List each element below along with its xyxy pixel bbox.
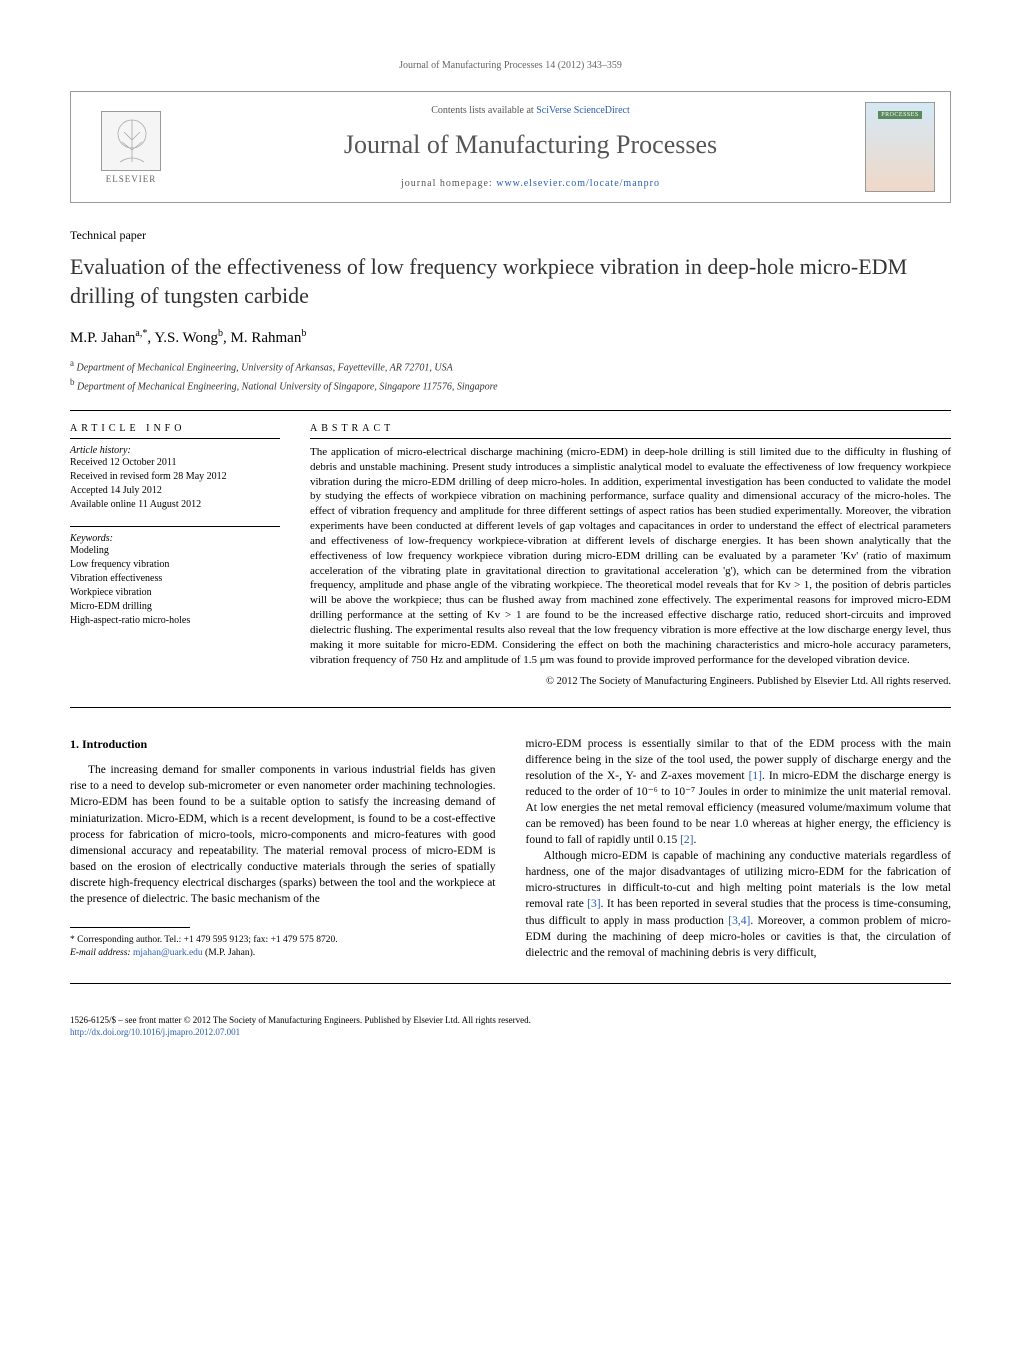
column-right: micro-EDM process is essentially similar… — [526, 736, 952, 961]
article-info-block: article info Article history: Received 1… — [70, 423, 280, 687]
elsevier-name: ELSEVIER — [106, 174, 157, 184]
footer-block: 1526-6125/$ – see front matter © 2012 Th… — [70, 1014, 951, 1039]
elsevier-logo: ELSEVIER — [86, 102, 176, 192]
affiliation-a-text: Department of Mechanical Engineering, Un… — [77, 363, 453, 374]
corresponding-author-footnote: * Corresponding author. Tel.: +1 479 595… — [70, 934, 496, 961]
affiliation-a: a Department of Mechanical Engineering, … — [70, 357, 951, 375]
history-accepted: Accepted 14 July 2012 — [70, 484, 280, 498]
page-container: Journal of Manufacturing Processes 14 (2… — [0, 0, 1021, 1079]
section-heading: Introduction — [82, 737, 147, 751]
intro-paragraph-1-cont: micro-EDM process is essentially similar… — [526, 736, 952, 849]
intro-paragraph-1: The increasing demand for smaller compon… — [70, 762, 496, 907]
journal-homepage-line: journal homepage: www.elsevier.com/locat… — [196, 178, 865, 189]
author-1-affil: a,* — [135, 328, 147, 339]
keywords-label: Keywords: — [70, 526, 280, 544]
author-2-affil: b — [218, 328, 223, 339]
author-2: Y.S. Wong — [154, 330, 218, 346]
contents-available-line: Contents lists available at SciVerse Sci… — [196, 105, 865, 116]
ref-link-1[interactable]: [1] — [749, 770, 762, 782]
journal-homepage-link[interactable]: www.elsevier.com/locate/manpro — [496, 178, 660, 189]
history-received: Received 12 October 2011 — [70, 456, 280, 470]
issn-line: 1526-6125/$ – see front matter © 2012 Th… — [70, 1014, 951, 1027]
sciencedirect-link[interactable]: SciVerse ScienceDirect — [536, 105, 630, 116]
elsevier-tree-icon — [101, 111, 161, 171]
keyword-2: Vibration effectiveness — [70, 572, 280, 586]
affiliations: a Department of Mechanical Engineering, … — [70, 357, 951, 394]
intro-paragraph-2: Although micro-EDM is capable of machini… — [526, 848, 952, 961]
abstract-copyright: © 2012 The Society of Manufacturing Engi… — [310, 676, 951, 687]
history-revised: Received in revised form 28 May 2012 — [70, 470, 280, 484]
author-list: M.P. Jahana,*, Y.S. Wongb, M. Rahmanb — [70, 328, 951, 347]
paper-type: Technical paper — [70, 228, 951, 243]
contents-prefix: Contents lists available at — [431, 105, 536, 116]
homepage-prefix: journal homepage: — [401, 178, 496, 189]
author-3-affil: b — [301, 328, 306, 339]
doi-link[interactable]: http://dx.doi.org/10.1016/j.jmapro.2012.… — [70, 1027, 240, 1037]
footnote-separator — [70, 927, 190, 928]
keyword-4: Micro-EDM drilling — [70, 600, 280, 614]
section-1-title: 1. Introduction — [70, 736, 496, 753]
paper-title: Evaluation of the effectiveness of low f… — [70, 253, 951, 310]
affiliation-b: b Department of Mechanical Engineering, … — [70, 376, 951, 394]
corr-email-line: E-mail address: mjahan@uark.edu (M.P. Ja… — [70, 947, 496, 960]
affiliation-b-text: Department of Mechanical Engineering, Na… — [77, 381, 498, 392]
ref-link-2[interactable]: [2] — [680, 834, 693, 846]
ref-link-3[interactable]: [3] — [587, 898, 600, 910]
journal-title: Journal of Manufacturing Processes — [196, 130, 865, 160]
keyword-1: Low frequency vibration — [70, 558, 280, 572]
ref-link-34[interactable]: [3,4] — [728, 915, 750, 927]
keyword-3: Workpiece vibration — [70, 586, 280, 600]
abstract-heading: abstract — [310, 423, 951, 439]
keyword-5: High-aspect-ratio micro-holes — [70, 614, 280, 628]
masthead-center: Contents lists available at SciVerse Sci… — [196, 105, 865, 189]
keyword-0: Modeling — [70, 544, 280, 558]
section-number: 1. — [70, 737, 79, 751]
abstract-block: abstract The application of micro-electr… — [310, 423, 951, 687]
abstract-text: The application of micro-electrical disc… — [310, 445, 951, 668]
info-abstract-row: article info Article history: Received 1… — [70, 423, 951, 687]
author-1: M.P. Jahan — [70, 330, 135, 346]
history-online: Available online 11 August 2012 — [70, 498, 280, 512]
history-label: Article history: — [70, 445, 280, 456]
email-label: E-mail address: — [70, 948, 133, 958]
cover-thumb-label: PROCESSES — [878, 111, 922, 119]
email-suffix: (M.P. Jahan). — [203, 948, 256, 958]
running-header: Journal of Manufacturing Processes 14 (2… — [70, 60, 951, 71]
author-3: M. Rahman — [231, 330, 302, 346]
body-columns: 1. Introduction The increasing demand fo… — [70, 736, 951, 961]
rule-below-abstract — [70, 707, 951, 708]
footer-separator — [70, 983, 951, 984]
journal-masthead: ELSEVIER Contents lists available at Sci… — [70, 91, 951, 203]
article-info-heading: article info — [70, 423, 280, 439]
journal-cover-thumbnail: PROCESSES — [865, 102, 935, 192]
column-left: 1. Introduction The increasing demand fo… — [70, 736, 496, 961]
corr-author-line: * Corresponding author. Tel.: +1 479 595… — [70, 934, 496, 947]
corr-email-link[interactable]: mjahan@uark.edu — [133, 948, 203, 958]
rule-above-info — [70, 410, 951, 411]
